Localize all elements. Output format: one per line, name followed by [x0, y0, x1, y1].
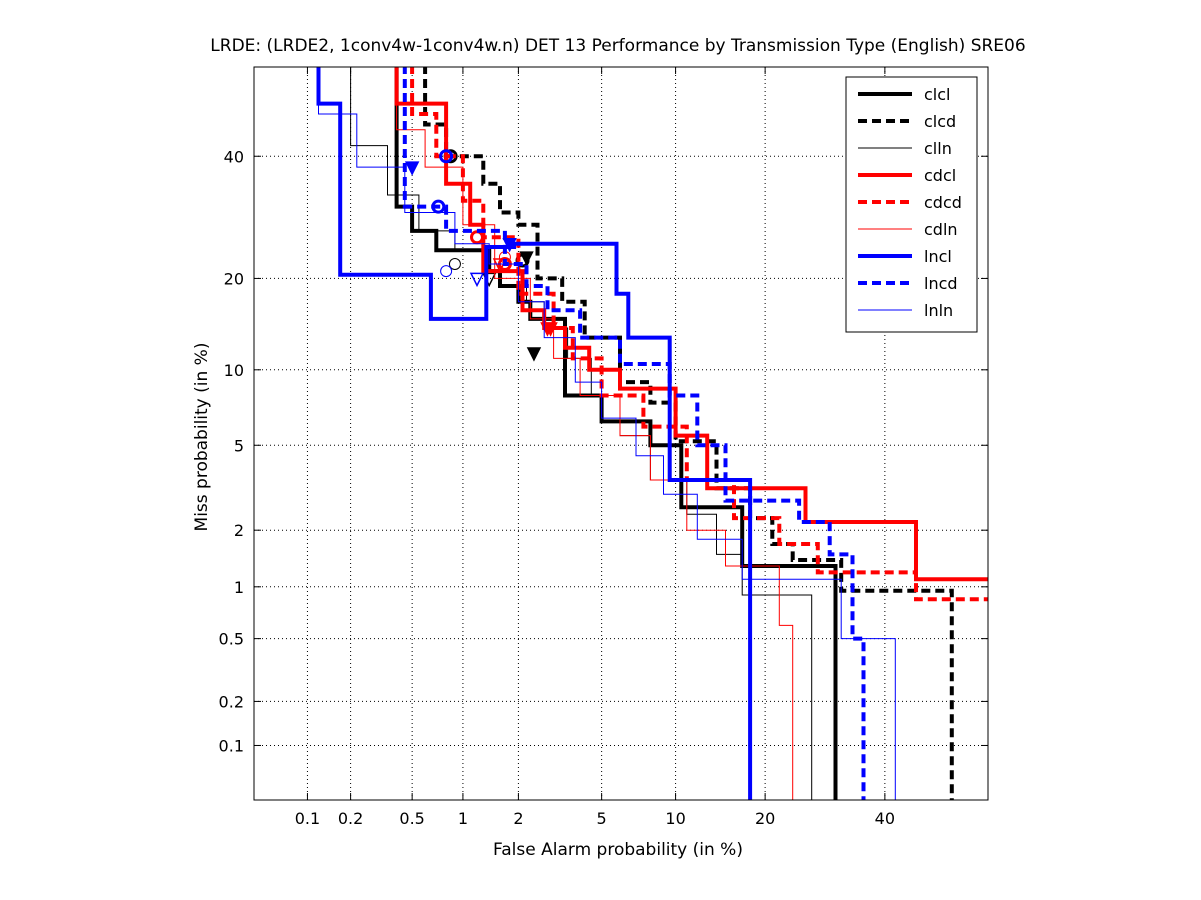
x-tick-label-5: 5: [597, 809, 607, 828]
dcf-marker-lncd: [439, 149, 454, 164]
series-line-lnln: [318, 67, 896, 800]
y-tick-label-8: 40: [224, 147, 244, 166]
min-marker-lncl: [404, 161, 420, 176]
series-line-cdcl: [394, 67, 988, 582]
x-tick-label-4: 2: [513, 809, 523, 828]
x-tick-label-0: 0.1: [295, 809, 320, 828]
x-tick-label-6: 10: [665, 809, 685, 828]
legend-label-clcd: clcd: [924, 112, 956, 131]
series-group: [316, 67, 988, 800]
x-axis-label: False Alarm probability (in %): [493, 840, 743, 860]
y-tick-label-0: 0.1: [219, 736, 244, 755]
y-tick-label-4: 2: [234, 521, 244, 540]
y-tick-label-7: 20: [224, 269, 244, 288]
legend-label-lncl: lncl: [924, 247, 952, 266]
dcf-marker-clln: [448, 258, 461, 271]
series-line-clln: [350, 67, 813, 800]
series-line-cdln: [396, 67, 794, 800]
min-marker-clcd: [519, 251, 534, 266]
x-tick-label-1: 0.2: [338, 809, 363, 828]
legend-label-clln: clln: [924, 139, 952, 158]
legend-label-lncd: lncd: [924, 274, 958, 293]
dcf-marker-cdcd: [470, 230, 485, 245]
chart-title: LRDE: (LRDE2, 1conv4w-1conv4w.n) DET 13 …: [210, 36, 1025, 56]
plot-frame: [253, 66, 989, 801]
legend-label-clcl: clcl: [924, 85, 950, 104]
min-marker-lncd: [502, 237, 517, 253]
series-line-clcd: [423, 67, 954, 800]
min-marker-lnln: [469, 272, 485, 288]
min-marker-clcl: [526, 347, 542, 362]
y-tick-label-1: 0.2: [219, 692, 244, 711]
x-tick-label-3: 1: [458, 809, 468, 828]
legend-label-lnln: lnln: [924, 301, 953, 320]
dcf-marker-lnln: [440, 265, 453, 278]
series-line-lncl: [316, 67, 753, 800]
legend-label-cdcl: cdcl: [924, 166, 956, 185]
x-tick-label-8: 40: [875, 809, 895, 828]
y-tick-label-6: 10: [224, 361, 244, 380]
y-axis-label: Miss probability (in %): [192, 343, 212, 532]
x-tick-label-2: 0.5: [399, 809, 424, 828]
x-tick-label-7: 20: [755, 809, 775, 828]
y-tick-label-3: 1: [234, 578, 244, 597]
y-tick-label-2: 0.5: [219, 630, 244, 649]
y-tick-label-5: 5: [234, 436, 244, 455]
legend-label-cdcd: cdcd: [924, 193, 962, 212]
series-line-lncd: [402, 67, 866, 800]
legend-label-cdln: cdln: [924, 220, 958, 239]
legend-box: [845, 76, 978, 333]
plot-area: 0.1 0.2 0.5 1 2 5 10 20 40 0.1 0.2 0.5 1 2 5 10 20 40 clcl…: [219, 66, 989, 828]
legend: clcl clcd clln cdcl cdcd cdln lncl lncd lnln: [845, 76, 978, 333]
